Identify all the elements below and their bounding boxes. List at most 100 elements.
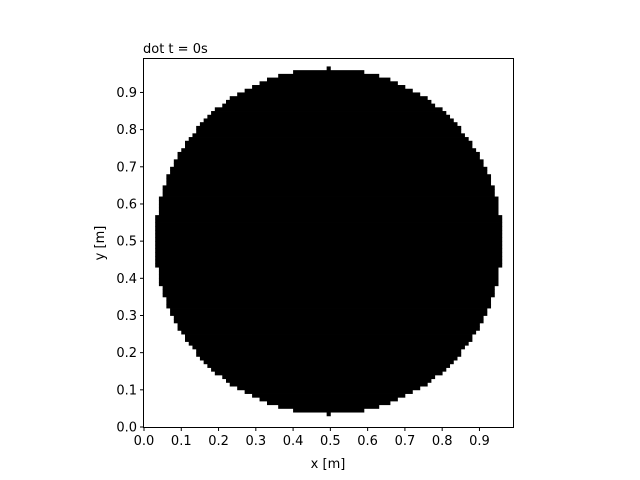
disc-cell-run <box>162 289 495 294</box>
x-tick-label: 0.7 <box>395 434 416 449</box>
disc-cell-run <box>278 404 380 409</box>
disc-cell-run <box>166 304 492 309</box>
disc-cell-run <box>185 337 473 342</box>
disc-cell-run <box>170 311 488 316</box>
y-tick-label: 0.8 <box>116 123 137 138</box>
x-tick-label: 0.3 <box>245 434 266 449</box>
y-tick-label: 0.9 <box>116 86 137 101</box>
disc-cell-run <box>158 270 499 275</box>
disc-cell-run <box>166 174 492 179</box>
disc-cell-run <box>222 374 436 380</box>
disc-cell-run <box>158 267 499 272</box>
y-tick-label: 0.4 <box>116 272 137 287</box>
disc-cell-run <box>158 282 499 287</box>
disc-cell-run <box>237 92 421 97</box>
x-tick-label: 0.8 <box>432 434 453 449</box>
disc-cell-run <box>196 129 462 134</box>
disc-cell-run <box>192 133 465 138</box>
disc-cell-run <box>158 211 499 216</box>
disc-cell-run <box>173 163 484 168</box>
disc-cell-run <box>222 103 436 108</box>
y-tick-label: 0.2 <box>116 346 137 361</box>
disc-cell-run <box>155 229 503 235</box>
disc-cell-run <box>166 177 492 183</box>
disc-cell-run <box>158 278 499 283</box>
disc-cell-run <box>155 222 503 227</box>
disc-cell-run <box>185 140 473 145</box>
disc-cell-run <box>226 378 432 383</box>
x-tick-label: 0.9 <box>469 434 490 449</box>
disc-cell-run <box>162 285 495 290</box>
disc-cell-run <box>170 170 488 175</box>
disc-cell-run <box>226 99 432 105</box>
disc-cell-run <box>170 166 488 171</box>
y-axis: 0.0 0.1 0.2 0.3 0.4 0.5 0.6 0.7 0.8 0.9 <box>116 86 144 436</box>
y-tick-label: 0.6 <box>116 197 137 212</box>
disc-cell-run <box>259 81 398 86</box>
disc-cell-run <box>244 88 413 93</box>
disc-cell-run <box>211 367 447 372</box>
disc-cell-run <box>162 192 495 197</box>
plot-area <box>155 66 503 417</box>
disc-cell-run <box>203 118 454 123</box>
disc-cell-run <box>293 408 365 413</box>
disc-cell-run <box>229 96 428 101</box>
disc-cell-run <box>166 300 492 305</box>
axes-frame <box>143 58 514 428</box>
x-tick-label: 0.1 <box>171 434 192 449</box>
y-axis-label: y [m] <box>93 226 108 261</box>
disc-cell-run <box>207 363 451 368</box>
disc-cell-run <box>155 218 503 223</box>
disc-cell-run <box>155 237 503 242</box>
disc-cell-run <box>158 274 499 279</box>
x-tick-label: 0.0 <box>134 434 155 449</box>
y-tick-label: 0.3 <box>116 309 137 324</box>
disc-cell-run <box>155 248 503 253</box>
disc-cell-run <box>162 189 495 194</box>
disc-cell-run <box>177 155 480 160</box>
disc-cell-run <box>177 151 480 157</box>
disc-cell-run <box>162 185 495 190</box>
disc-cell-run <box>278 73 380 78</box>
disc-cell-run <box>196 125 462 131</box>
disc-cell-run <box>166 296 492 302</box>
disc-cell-run <box>196 348 462 354</box>
disc-cell-run <box>155 241 503 246</box>
disc-cell-run <box>203 360 454 365</box>
disc-cell-run <box>155 259 503 264</box>
disc-cell-run <box>158 203 499 209</box>
disc-cell-run <box>237 386 421 391</box>
x-tick-label: 0.2 <box>208 434 229 449</box>
disc-cell-run <box>173 159 484 164</box>
chart-title: dot t = 0s <box>143 42 208 57</box>
disc-cell-run <box>259 397 398 402</box>
disc-cell-run <box>267 400 391 406</box>
disc-cell-run <box>252 85 406 90</box>
disc-cell-run <box>326 412 331 417</box>
disc-cell-run <box>155 244 503 249</box>
disc-cell-run <box>158 196 499 201</box>
disc-cell-run <box>214 107 443 112</box>
disc-cell-run <box>155 252 503 257</box>
disc-cell-run <box>196 352 462 357</box>
disc-cell-run <box>158 207 499 212</box>
x-axis: 0.0 0.1 0.2 0.3 0.4 0.5 0.6 0.7 0.8 0.9 <box>134 427 490 449</box>
disc-cell-run <box>173 315 484 320</box>
disc-cell-run <box>155 226 503 231</box>
disc-cell-run <box>158 200 499 205</box>
disc-cell-run <box>199 356 458 361</box>
disc-cell-run <box>185 334 473 339</box>
disc-cell-run <box>155 263 503 268</box>
disc-cell-run <box>162 293 495 298</box>
disc-cell-run <box>177 322 480 328</box>
disc-cell-run <box>214 371 443 376</box>
disc-cell-run <box>173 319 484 324</box>
disc-cell-run <box>181 148 477 153</box>
disc-cell-run <box>229 382 428 387</box>
disc-cell-run <box>166 181 492 186</box>
disc-cell-run <box>192 345 465 350</box>
disc-cell-run <box>207 114 451 119</box>
disc-cell-run <box>326 66 331 71</box>
disc-cell-run <box>170 308 488 313</box>
disc-cell-run <box>252 393 406 398</box>
